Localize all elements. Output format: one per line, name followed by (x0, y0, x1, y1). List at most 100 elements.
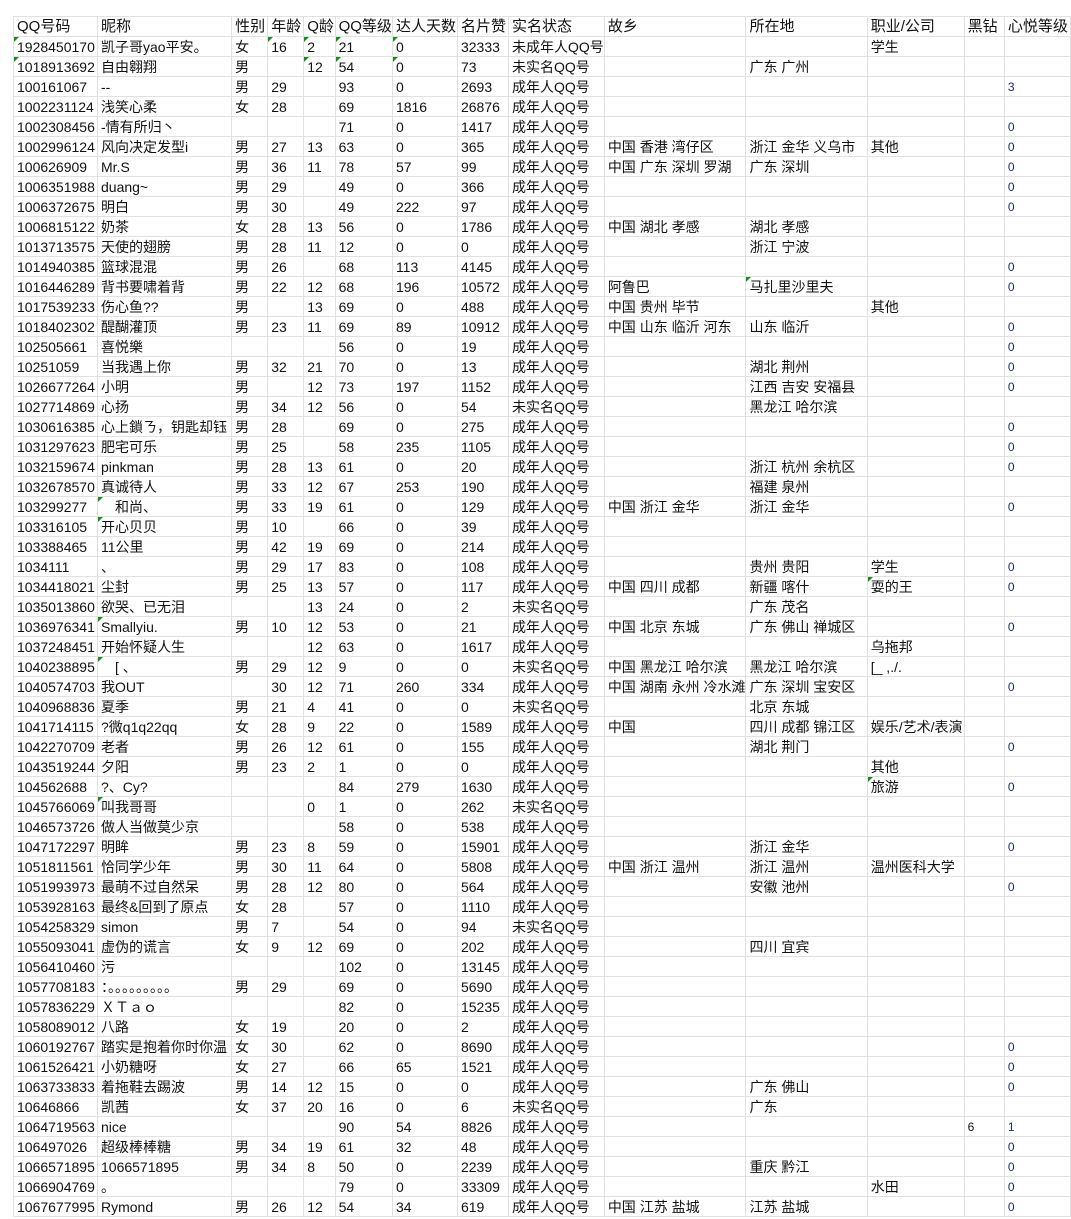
cell-age[interactable]: 28 (267, 236, 305, 257)
cell-expert-days[interactable]: 32 (391, 1136, 458, 1157)
cell-qq-level[interactable]: 66 (334, 516, 393, 537)
cell-q-age[interactable]: 11 (303, 156, 336, 177)
cell-realname-status[interactable]: 成年人QQ号 (508, 296, 605, 317)
cell-gender[interactable] (231, 676, 269, 697)
cell-nickname[interactable]: 开始怀疑人生 (96, 636, 233, 657)
cell-age[interactable] (267, 596, 305, 617)
cell-expert-days[interactable]: 0 (391, 556, 458, 577)
cell-q-age[interactable]: 12 (303, 876, 336, 897)
cell-expert-days[interactable]: 0 (391, 356, 458, 377)
cell-likes[interactable]: 13145 (456, 956, 510, 977)
cell-black-diamond[interactable] (963, 956, 1005, 977)
cell-qq-number[interactable]: 1040968836 (13, 696, 98, 717)
cell-black-diamond[interactable] (963, 356, 1005, 377)
cell-q-age[interactable]: 13 (303, 136, 336, 157)
cell-q-age[interactable]: 12 (303, 396, 336, 417)
cell-black-diamond[interactable] (963, 456, 1005, 477)
cell-nickname[interactable]: 踏实是抱着你时你温 (96, 1036, 233, 1057)
cell-age[interactable]: 16 (267, 36, 305, 57)
cell-black-diamond[interactable]: 6 (963, 1116, 1005, 1137)
cell-expert-days[interactable]: 0 (391, 36, 458, 57)
cell-expert-days[interactable]: 0 (391, 936, 458, 957)
cell-location[interactable]: 山东 临沂 (745, 316, 868, 337)
cell-q-age[interactable] (303, 416, 336, 437)
cell-occupation[interactable] (866, 896, 965, 917)
cell-expert-days[interactable]: 222 (391, 196, 458, 217)
cell-likes[interactable]: 99 (456, 156, 510, 177)
cell-expert-days[interactable]: 0 (391, 816, 458, 837)
cell-qq-level[interactable]: 62 (334, 1036, 393, 1057)
cell-occupation[interactable] (866, 216, 965, 237)
cell-hometown[interactable] (603, 1036, 747, 1057)
cell-nickname[interactable]: [ 、 (96, 656, 233, 677)
cell-qq-number[interactable]: 1018402302 (13, 316, 98, 337)
cell-nickname[interactable]: duang~ (96, 176, 233, 197)
cell-qq-number[interactable]: 1928450170 (13, 36, 98, 57)
cell-nickname[interactable]: 天使的翅膀 (96, 236, 233, 257)
cell-xinyue-level[interactable]: 0 (1003, 1176, 1071, 1197)
cell-expert-days[interactable]: 197 (391, 376, 458, 397)
cell-expert-days[interactable]: 0 (391, 416, 458, 437)
cell-gender[interactable]: 男 (231, 176, 269, 197)
cell-qq-number[interactable]: 1035013860 (13, 596, 98, 617)
cell-q-age[interactable] (303, 436, 336, 457)
cell-q-age[interactable] (303, 1056, 336, 1077)
cell-nickname[interactable]: ?微q1q22qq (96, 716, 233, 737)
cell-age[interactable]: 10 (267, 516, 305, 537)
cell-gender[interactable]: 男 (231, 276, 269, 297)
cell-location[interactable]: 新疆 喀什 (745, 576, 868, 597)
cell-nickname[interactable]: 明白 (96, 196, 233, 217)
cell-occupation[interactable] (866, 476, 965, 497)
cell-realname-status[interactable]: 未实名QQ号 (508, 396, 605, 417)
cell-black-diamond[interactable] (963, 916, 1005, 937)
cell-nickname[interactable]: 伤心鱼?? (96, 296, 233, 317)
cell-qq-number[interactable]: 1053928163 (13, 896, 98, 917)
cell-hometown[interactable] (603, 196, 747, 217)
cell-qq-number[interactable]: 10646866 (13, 1096, 98, 1117)
cell-nickname[interactable]: 小奶糖呀 (96, 1056, 233, 1077)
cell-q-age[interactable]: 12 (303, 476, 336, 497)
cell-qq-level[interactable]: 57 (334, 896, 393, 917)
cell-likes[interactable]: 8826 (456, 1116, 510, 1137)
cell-hometown[interactable] (603, 96, 747, 117)
cell-q-age[interactable] (303, 116, 336, 137)
cell-nickname[interactable]: 小明 (96, 376, 233, 397)
cell-qq-level[interactable]: 69 (334, 416, 393, 437)
cell-expert-days[interactable]: 260 (391, 676, 458, 697)
cell-nickname[interactable]: 夕阳 (96, 756, 233, 777)
cell-occupation[interactable] (866, 56, 965, 77)
cell-likes[interactable]: 108 (456, 556, 510, 577)
cell-occupation[interactable] (866, 916, 965, 937)
cell-hometown[interactable] (603, 636, 747, 657)
cell-qq-level[interactable]: 54 (334, 916, 393, 937)
cell-qq-number[interactable]: 1051993973 (13, 876, 98, 897)
cell-qq-number[interactable]: 1006351988 (13, 176, 98, 197)
cell-likes[interactable]: 1105 (456, 436, 510, 457)
cell-hometown[interactable] (603, 1176, 747, 1197)
cell-age[interactable] (267, 116, 305, 137)
cell-realname-status[interactable]: 成年人QQ号 (508, 876, 605, 897)
cell-q-age[interactable]: 17 (303, 556, 336, 577)
cell-likes[interactable]: 13 (456, 356, 510, 377)
cell-occupation[interactable] (866, 416, 965, 437)
cell-realname-status[interactable]: 成年人QQ号 (508, 736, 605, 757)
cell-qq-level[interactable]: 79 (334, 1176, 393, 1197)
cell-age[interactable]: 7 (267, 916, 305, 937)
cell-gender[interactable]: 男 (231, 836, 269, 857)
cell-likes[interactable]: 4145 (456, 256, 510, 277)
cell-black-diamond[interactable] (963, 1176, 1005, 1197)
cell-age[interactable]: 28 (267, 96, 305, 117)
cell-location[interactable]: 浙江 金华 义乌市 (745, 136, 868, 157)
cell-likes[interactable]: 26876 (456, 96, 510, 117)
cell-age[interactable] (267, 796, 305, 817)
cell-hometown[interactable] (603, 256, 747, 277)
cell-likes[interactable]: 1417 (456, 116, 510, 137)
cell-qq-number[interactable]: 1036976341 (13, 616, 98, 637)
cell-location[interactable]: 四川 宜宾 (745, 936, 868, 957)
cell-black-diamond[interactable] (963, 876, 1005, 897)
cell-likes[interactable]: 2 (456, 596, 510, 617)
cell-expert-days[interactable]: 0 (391, 756, 458, 777)
cell-qq-number[interactable]: 102505661 (13, 336, 98, 357)
column-header-realname-status[interactable]: 实名状态 (508, 16, 605, 37)
cell-likes[interactable]: 10912 (456, 316, 510, 337)
